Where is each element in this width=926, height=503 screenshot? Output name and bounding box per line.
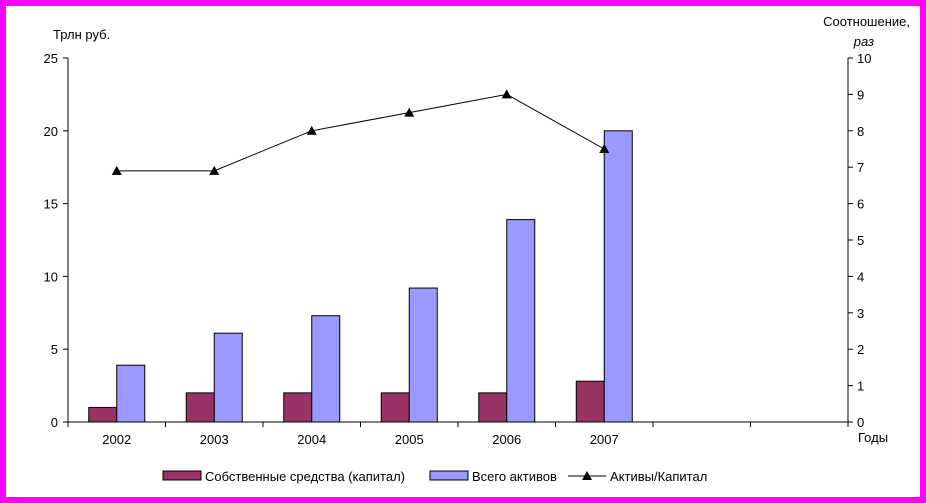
plot-area: 0 5 10 15 20 25 0 1 2 3 4 5 6 7 8 9 10 2002 2003 2004 2005 20… [44, 51, 872, 447]
bar-capital [283, 392, 313, 423]
line-ratio [116, 93, 605, 172]
y-right-tick-label: 6 [857, 197, 864, 212]
legend-label: Собственные средства (капитал) [205, 469, 405, 484]
line-ratio-marker [209, 165, 220, 175]
line-ratio-marker [111, 165, 122, 175]
line-ratio-marker [599, 144, 610, 153]
x-tick-label: 2006 [492, 432, 521, 447]
line-ratio-marker [306, 125, 317, 135]
x-tick-label: 2003 [200, 432, 229, 447]
y-right-tick-label: 1 [857, 379, 864, 394]
chart: Трлн руб. Соотношение, раз Годы 05101520… [44, 14, 910, 484]
y-right-tick-label: 7 [857, 160, 864, 175]
bar-assets [603, 130, 633, 423]
legend-label: Активы/Капитал [610, 469, 707, 484]
legend-label: Всего активов [472, 469, 557, 484]
x-tick-label: 2004 [297, 432, 326, 447]
x-axis-label: Годы [858, 430, 888, 445]
bar-assets [408, 287, 438, 423]
y-right-tick-label: 9 [857, 87, 864, 102]
y-left-label: Трлн руб. [53, 27, 110, 42]
y-left-tick-label: 0 [51, 415, 58, 430]
x-tick-label: 2007 [590, 432, 619, 447]
bar-assets [311, 315, 341, 423]
y-right-tick-label: 10 [857, 51, 871, 66]
bar-assets [506, 219, 536, 423]
y-left-tick-label: 25 [44, 51, 58, 66]
bar-capital [88, 406, 118, 423]
y-right-tick-label: 0 [857, 415, 864, 430]
y-right-tick-label: 2 [857, 342, 864, 357]
legend-marker [582, 471, 592, 480]
y-right-tick-label: 5 [857, 233, 864, 248]
bar-capital [185, 392, 215, 423]
y-right-tick-label: 8 [857, 124, 864, 139]
line-ratio-marker [501, 89, 512, 99]
bar-capital [478, 392, 508, 423]
legend-swatch [162, 470, 202, 481]
legend: Собственные средства (капитал) Всего акти… [162, 469, 707, 484]
bar-assets [213, 332, 243, 423]
y-left-tick-label: 15 [44, 197, 58, 212]
bar-assets [116, 364, 146, 423]
x-tick-label: 2002 [102, 432, 131, 447]
bar-capital [575, 380, 605, 423]
y-right-tick-label: 3 [857, 306, 864, 321]
bar-capital [380, 392, 410, 423]
chart-frame: Трлн руб. Соотношение, раз Годы 0 5 10 15 20… [6, 6, 920, 497]
y-right-label-line2: раз [853, 34, 874, 49]
legend-swatch [429, 470, 469, 481]
y-left-tick-label: 10 [44, 269, 58, 284]
y-left-tick-label: 20 [44, 124, 58, 139]
y-left-tick-label: 5 [51, 342, 58, 357]
x-tick-label: 2005 [395, 432, 424, 447]
y-right-tick-label: 4 [857, 269, 864, 284]
line-ratio-marker [404, 107, 415, 117]
y-right-label-line1: Соотношение, [823, 14, 910, 29]
